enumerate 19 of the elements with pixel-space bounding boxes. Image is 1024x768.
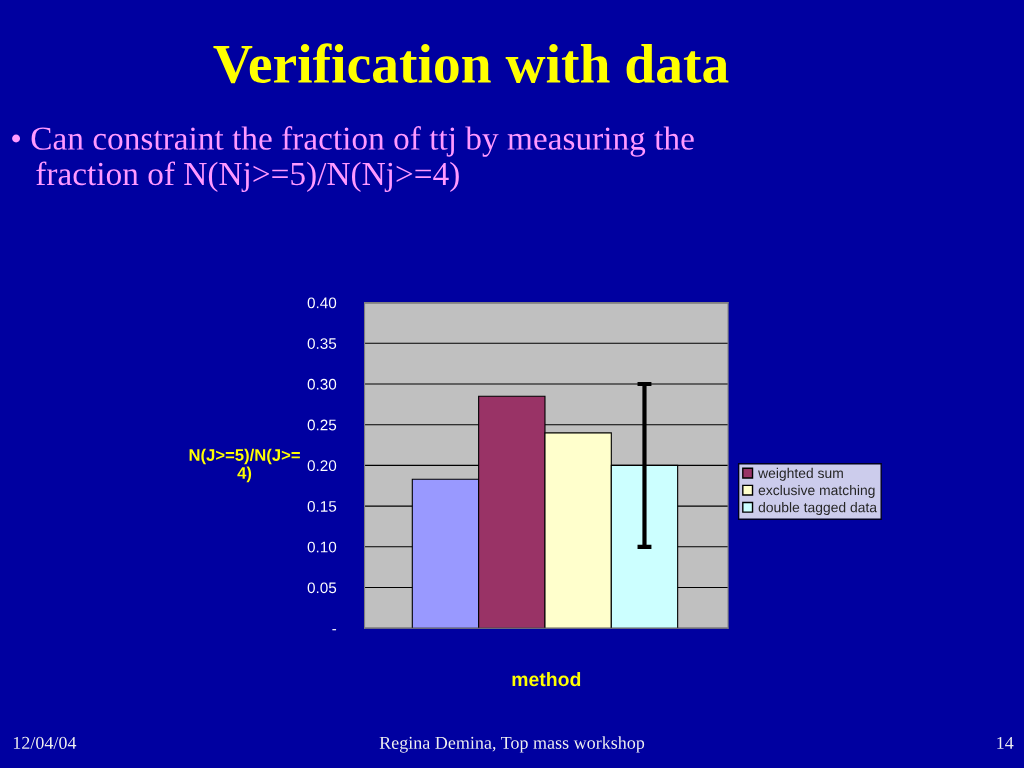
text: 12/04/04 (13, 736, 77, 749)
y-tick-label: 0.15 (307, 500, 337, 512)
text: 14 (997, 736, 1014, 749)
legend-label: exclusive matching (758, 484, 875, 498)
y-tick-label: 0.35 (307, 338, 337, 349)
y-tick-label: 0.25 (307, 419, 337, 431)
y-tick-label: 0.20 (307, 460, 337, 472)
y-tick-label: 0.05 (307, 582, 337, 594)
text: Regina Demina, Top mass workshop (379, 736, 645, 753)
y-tick-label: 0.30 (307, 378, 337, 390)
y-tick-label: 0.40 (307, 297, 337, 309)
chart-title: Verification with data (213, 43, 729, 84)
chart-subtitle: • Can constraint the fraction of ttj by measuring the fraction of N(Nj>=5)/N(Nj>=4) (12, 126, 694, 192)
y-tick-label: - (332, 629, 337, 631)
legend-label: double tagged data (758, 502, 878, 516)
legend-label: weighted sum (758, 467, 843, 481)
y-axis-title: N(J>=5)/N(J>= 4) (189, 448, 300, 483)
y-tick-label: 0.10 (307, 541, 337, 553)
x-axis-title: method (512, 671, 581, 687)
